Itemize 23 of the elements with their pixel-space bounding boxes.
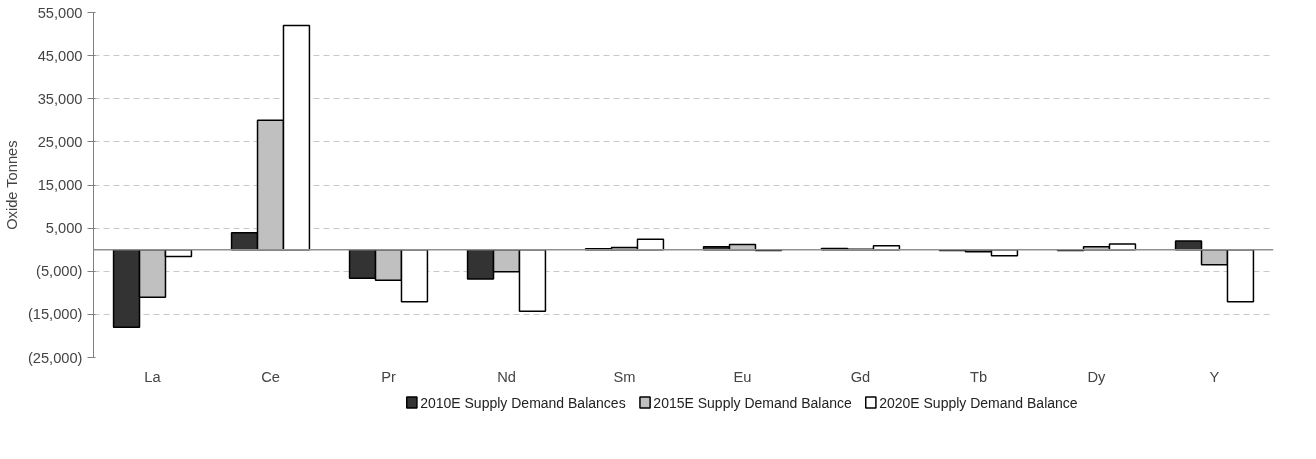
x-tick-label: Pr	[381, 368, 396, 385]
y-tick-label: 45,000	[37, 47, 83, 64]
y-tick-label: (15,000)	[27, 306, 83, 323]
legend-label: 2010E Supply Demand Balances	[420, 394, 626, 411]
x-tick-label: Y	[1209, 368, 1220, 385]
legend-label: 2015E Supply Demand Balance	[653, 394, 853, 411]
x-tick-label: Eu	[733, 368, 752, 385]
y-tick-label: 35,000	[37, 90, 83, 107]
x-tick-label: Ce	[261, 368, 280, 385]
x-tick-label: Nd	[497, 368, 516, 385]
y-tick-label: 15,000	[37, 177, 83, 193]
x-tick-label: Dy	[1087, 368, 1107, 385]
y-axis-title: Oxide Tonnes	[3, 140, 20, 230]
y-tick-label: (25,000)	[27, 349, 83, 366]
x-tick-label: Tb	[969, 368, 988, 385]
y-tick-label: (5,000)	[36, 263, 83, 280]
x-tick-label: La	[144, 368, 162, 385]
x-tick-label: Gd	[850, 368, 871, 385]
y-tick-label: 5,000	[45, 220, 83, 237]
x-tick-label: Sm	[613, 368, 636, 385]
legend-label: 2020E Supply Demand Balance	[879, 394, 1078, 411]
y-tick-label: 55,000	[37, 4, 83, 21]
y-tick-label: 25,000	[37, 133, 83, 150]
